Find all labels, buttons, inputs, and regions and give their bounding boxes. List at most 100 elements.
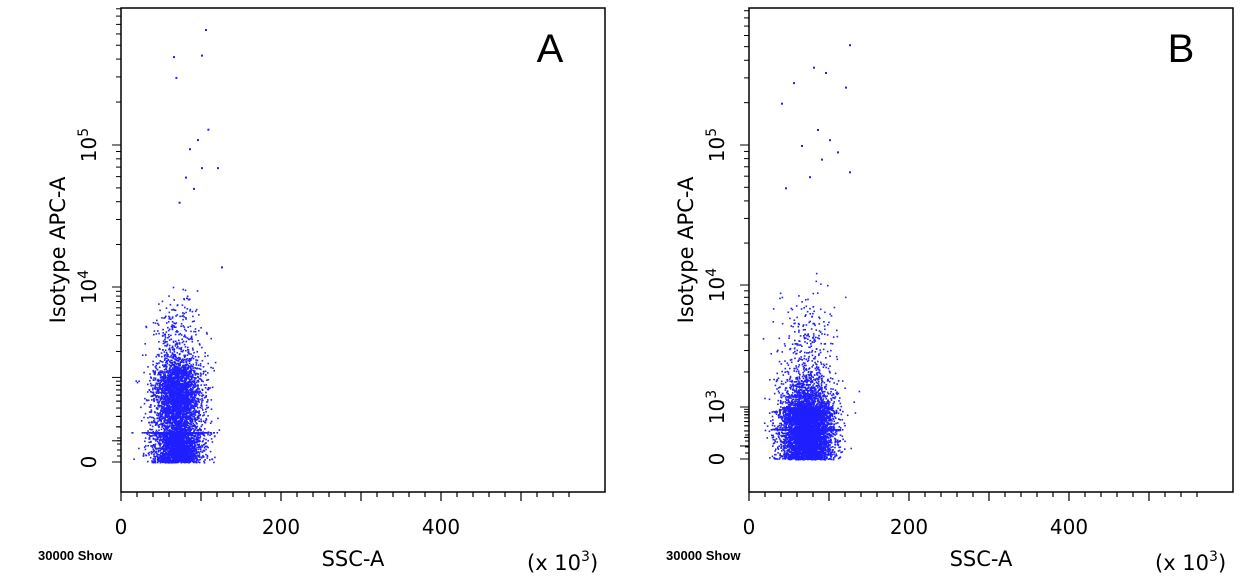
event-dot xyxy=(133,458,135,460)
event-dot xyxy=(194,419,196,421)
event-dot xyxy=(203,449,205,452)
event-dot xyxy=(185,401,188,404)
event-dot xyxy=(168,405,171,407)
event-dot xyxy=(160,352,163,354)
event-dot xyxy=(183,448,185,451)
event-dot xyxy=(180,437,183,440)
event-dot xyxy=(193,458,195,461)
event-dot xyxy=(189,443,192,445)
event-dot xyxy=(182,367,185,369)
event-dot xyxy=(185,429,187,432)
event-dot xyxy=(170,318,172,321)
event-dot xyxy=(178,380,180,383)
event-dot xyxy=(158,433,161,436)
event-dot xyxy=(173,367,175,370)
event-dot xyxy=(195,401,198,403)
event-dot xyxy=(201,401,203,403)
event-dot xyxy=(185,358,187,361)
event-dot xyxy=(181,315,183,318)
event-dot xyxy=(168,401,170,404)
event-dot xyxy=(152,384,154,387)
event-dot xyxy=(182,436,184,439)
event-dot xyxy=(191,356,194,359)
event-dot xyxy=(201,451,204,453)
event-dot xyxy=(170,401,172,404)
event-dot xyxy=(197,399,200,402)
event-dot xyxy=(173,401,175,403)
event-dot xyxy=(156,387,159,389)
event-dot xyxy=(148,389,151,392)
event-dot xyxy=(161,455,163,457)
event-dot xyxy=(158,303,160,305)
event-dot xyxy=(196,418,199,421)
event-dot xyxy=(194,452,196,455)
event-dot xyxy=(218,429,221,431)
event-dot xyxy=(159,382,161,384)
event-dot xyxy=(146,399,148,402)
event-dot xyxy=(151,428,154,431)
event-dot xyxy=(182,349,185,352)
event-dot xyxy=(202,394,205,396)
event-dot xyxy=(183,410,185,412)
event-dot xyxy=(179,384,181,387)
event-dot xyxy=(140,406,142,409)
event-dot xyxy=(190,422,192,425)
event-dot xyxy=(195,438,197,441)
event-dot xyxy=(189,383,192,386)
event-dot xyxy=(182,368,185,370)
event-dot xyxy=(178,445,180,448)
event-dot xyxy=(191,406,193,409)
event-dot xyxy=(192,455,195,457)
event-dot xyxy=(165,387,167,389)
event-dot xyxy=(162,427,165,430)
event-dot xyxy=(164,391,166,393)
event-dot xyxy=(181,369,184,371)
event-dot xyxy=(192,365,194,368)
event-dot xyxy=(192,381,195,383)
event-dot xyxy=(191,369,193,371)
event-dot xyxy=(158,341,160,343)
event-dot xyxy=(177,367,180,369)
event-dot xyxy=(183,429,186,432)
event-dot xyxy=(179,408,181,411)
event-dot xyxy=(200,392,203,394)
event-dot xyxy=(185,445,187,447)
event-dot xyxy=(196,405,198,407)
event-dot xyxy=(210,366,212,369)
event-dot xyxy=(183,316,185,318)
event-dot xyxy=(168,318,171,320)
event-dot xyxy=(175,449,177,451)
event-dot xyxy=(199,429,202,432)
event-dot xyxy=(205,418,208,421)
event-dot xyxy=(160,407,163,410)
event-dot xyxy=(200,378,203,381)
event-dot xyxy=(156,395,158,397)
event-dot xyxy=(174,454,177,457)
event-dot xyxy=(160,404,163,407)
event-dot xyxy=(172,356,175,359)
event-dot xyxy=(190,424,193,426)
event-dot xyxy=(172,443,174,445)
event-dot xyxy=(166,425,168,427)
event-dot xyxy=(143,371,145,374)
event-dot xyxy=(177,399,179,401)
event-dot xyxy=(158,429,160,432)
event-dot xyxy=(187,424,190,427)
event-dot xyxy=(166,412,169,415)
event-dot xyxy=(153,453,155,456)
event-dot xyxy=(204,445,207,448)
event-dot xyxy=(187,365,190,367)
event-dot xyxy=(179,315,181,318)
event-dot xyxy=(187,326,189,328)
event-dot xyxy=(189,452,192,454)
event-dot xyxy=(167,421,170,423)
event-dot xyxy=(168,335,170,338)
event-dot xyxy=(171,356,173,359)
event-dot xyxy=(144,412,147,415)
event-dot xyxy=(174,406,176,409)
event-dot xyxy=(144,432,146,434)
event-dot xyxy=(195,402,197,405)
event-dot xyxy=(190,442,192,444)
event-dot xyxy=(193,461,195,464)
event-dot xyxy=(200,420,202,422)
